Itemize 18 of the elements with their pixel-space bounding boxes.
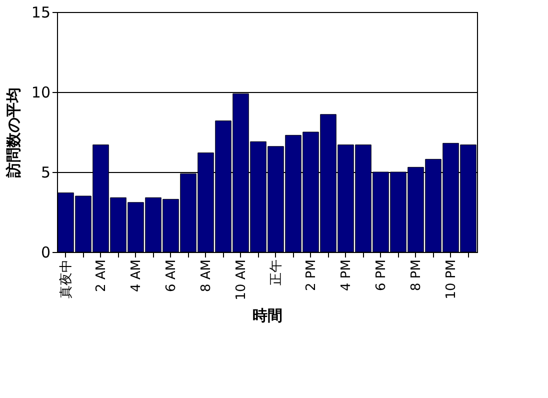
y-tick-label: 15 <box>31 4 50 22</box>
x-tick-label: 10 PM <box>444 260 459 300</box>
x-axis-title: 時間 <box>252 306 282 324</box>
x-tick-label: 2 PM <box>304 260 319 291</box>
x-tick-label: 真夜中 <box>58 260 74 298</box>
y-tick-label: 5 <box>40 164 50 182</box>
x-tick-label: 6 PM <box>374 260 389 291</box>
x-tick-label: 10 AM <box>234 260 249 300</box>
x-tick-label: 8 AM <box>198 260 214 292</box>
y-axis-title: 訪問数の平均 <box>4 88 22 178</box>
y-tick-label: 0 <box>40 244 50 262</box>
x-tick-label: 6 AM <box>164 260 179 292</box>
x-tick-label: 正午 <box>268 260 284 286</box>
x-tick-label: 4 AM <box>128 260 144 292</box>
x-tick-label: 4 PM <box>338 260 354 291</box>
y-tick-label: 10 <box>31 84 50 102</box>
x-tick-label: 8 PM <box>408 260 424 291</box>
x-tick-label: 2 AM <box>94 260 109 292</box>
